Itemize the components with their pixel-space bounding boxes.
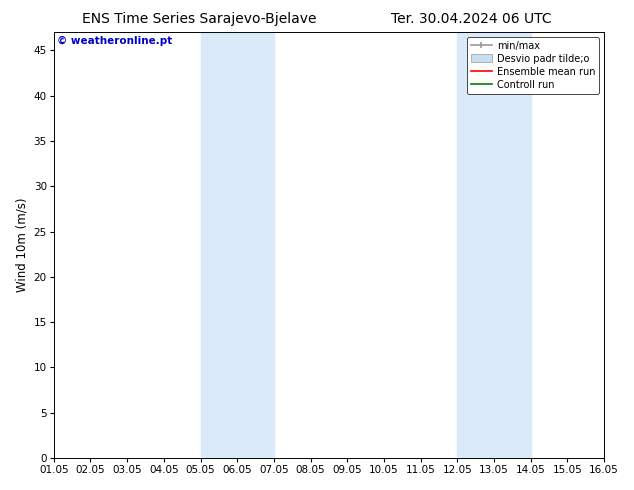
Bar xyxy=(200,32,274,458)
Legend: min/max, Desvio padr tilde;o, Ensemble mean run, Controll run: min/max, Desvio padr tilde;o, Ensemble m… xyxy=(467,37,599,94)
Text: © weatheronline.pt: © weatheronline.pt xyxy=(56,36,172,47)
Text: ENS Time Series Sarajevo-Bjelave: ENS Time Series Sarajevo-Bjelave xyxy=(82,12,317,26)
Y-axis label: Wind 10m (m/s): Wind 10m (m/s) xyxy=(15,198,28,293)
Bar xyxy=(457,32,531,458)
Text: Ter. 30.04.2024 06 UTC: Ter. 30.04.2024 06 UTC xyxy=(391,12,552,26)
